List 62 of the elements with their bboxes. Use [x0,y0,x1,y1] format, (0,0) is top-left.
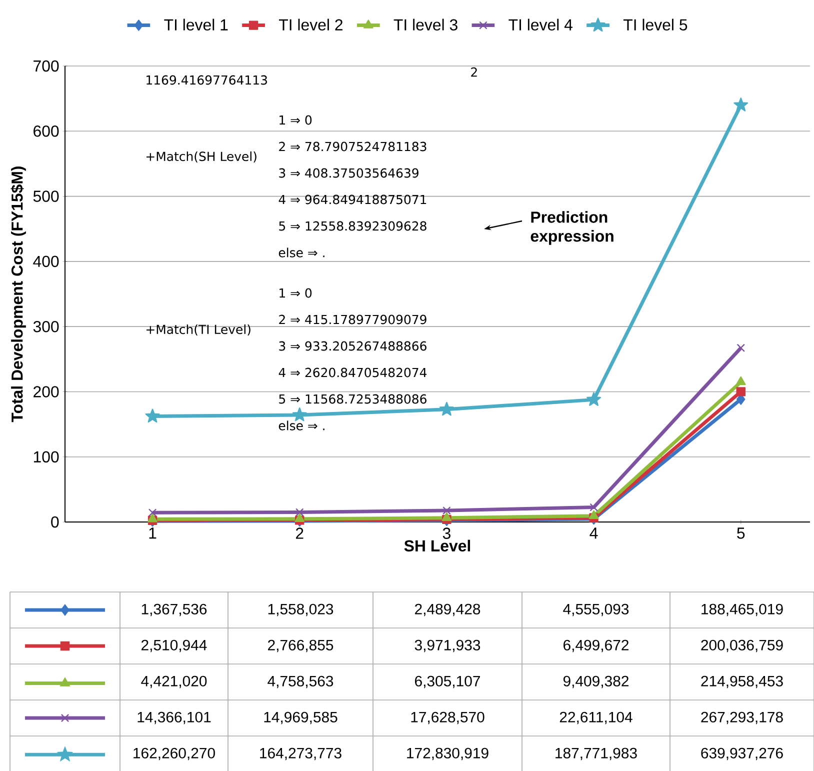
y-tick-label: 200 [34,386,59,398]
text: 22,611,104 [560,712,632,724]
legend-label: TI level 5 [623,18,688,30]
annotation: 3 ⇒ 933.205267488866 [279,341,426,351]
text: 2,510,944 [142,640,207,652]
text: 2,766,855 [268,640,334,652]
text: 639,937,276 [701,748,783,760]
text: 4,421,020 [141,676,207,688]
text: 6,499,672 [564,640,628,652]
text: 3,971,933 [414,640,480,652]
legend-label: TI level 1 [164,18,228,30]
text: 6,305,107 [415,676,480,688]
annotation: 1169.41697764113 [146,75,267,85]
text: 164,273,773 [260,748,342,760]
annotation: Prediction expression [530,211,614,245]
x-tick-label: 4 [590,528,598,539]
x-axis-title: SH Level [404,540,470,552]
y-tick-label: 400 [33,256,59,268]
text: 17,628,570 [411,712,484,724]
text: 267,293,178 [701,712,783,724]
text: 200,036,759 [701,640,783,652]
x-tick-label: 5 [737,528,745,539]
text: 4,555,093 [563,604,629,616]
annotation: 4 ⇒ 964.849418875071 [278,194,426,204]
y-axis-title: Total Development Cost (FY15$M) [10,166,26,422]
legend-label: TI level 3 [394,18,458,30]
text: 2,489,428 [415,604,480,616]
annotation: 5 ⇒ 12558.8392309628 [279,221,426,231]
text: 4,758,563 [268,676,334,688]
annotation: 2 ⇒ 415.178977909079 [279,314,426,324]
annotation: +Match(TI Level) [146,324,250,336]
x-tick-label: 1 [149,528,156,539]
text: 14,366,101 [138,712,211,724]
text: 1,558,023 [268,604,334,616]
y-tick-label: 500 [33,190,59,202]
annotation: 3 ⇒ 408.37503564639 [279,168,418,178]
y-tick-label: 100 [34,451,59,463]
text: 187,771,983 [556,748,637,760]
text: 214,958,453 [701,676,783,688]
annotation: 2 ⇒ 78.7907524781183 [279,142,426,152]
annotation: else ⇒ . [278,420,324,430]
annotation: +Match(SH Level) [146,151,256,163]
annotation: 1 ⇒ 0 [280,115,312,125]
legend-label: TI level 2 [278,18,342,30]
annotation: 2 [471,67,477,77]
text: 1,367,536 [142,604,207,616]
text: 9,409,382 [563,676,628,688]
text: 14,969,585 [264,712,338,724]
y-tick-label: 0 [51,516,59,528]
x-tick-label: 3 [442,528,450,539]
x-tick-label: 2 [296,528,304,539]
y-tick-label: 600 [34,126,59,137]
annotation: 4 ⇒ 2620.84705482074 [278,368,427,378]
y-tick-label: 300 [33,320,59,332]
annotation: 5 ⇒ 11568.7253488086 [279,394,426,404]
legend-label: TI level 4 [508,18,572,30]
annotation: else ⇒ . [278,248,324,258]
text: 162,260,270 [134,748,215,760]
text: 188,465,019 [702,604,783,616]
annotation: 1 ⇒ 0 [280,288,312,298]
y-tick-label: 700 [34,60,59,72]
text: 172,830,919 [407,748,488,760]
